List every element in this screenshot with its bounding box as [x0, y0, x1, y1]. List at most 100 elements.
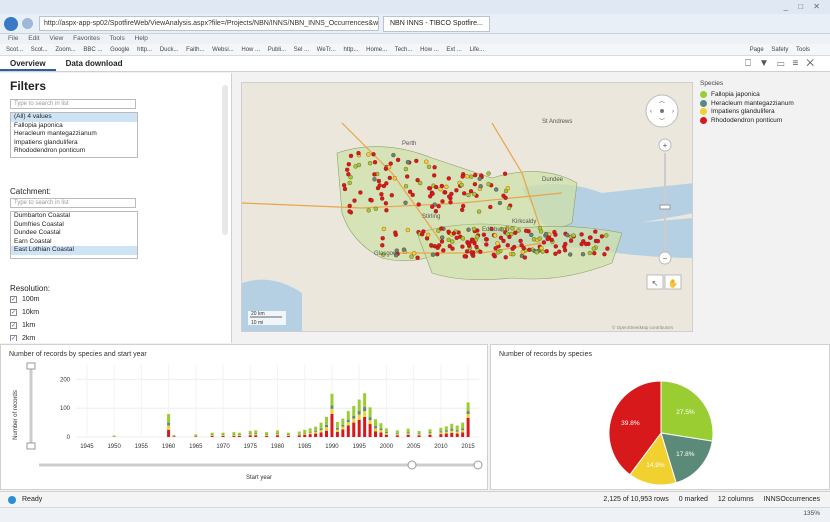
occurrence-point[interactable] — [591, 246, 596, 251]
occurrence-point[interactable] — [441, 248, 446, 253]
occurrence-point[interactable] — [593, 229, 598, 234]
occurrence-point[interactable] — [405, 227, 410, 233]
bar-segment[interactable] — [254, 434, 258, 436]
pie-slices[interactable]: 27.5% 17.8% 14.9% 39.8% — [608, 380, 714, 486]
occurrence-point[interactable] — [541, 240, 547, 245]
occurrence-point[interactable] — [366, 152, 371, 157]
page-menu[interactable]: Page — [749, 47, 764, 53]
map-canvas[interactable]: Perth St Andrews Dundee Edinburgh Glasgo… — [242, 83, 693, 332]
occurrence-point[interactable] — [527, 247, 532, 252]
center-icon[interactable] — [660, 109, 664, 113]
favorite-link[interactable]: Sel ... — [293, 47, 310, 53]
bar-segment[interactable] — [466, 417, 470, 437]
bar-segment[interactable] — [248, 433, 252, 435]
bar-segment[interactable] — [237, 432, 241, 435]
bar-segment[interactable] — [346, 425, 350, 437]
bar-segment[interactable] — [314, 431, 318, 434]
occurrence-point[interactable] — [439, 226, 444, 231]
occurrence-point[interactable] — [471, 226, 477, 232]
bar-segment[interactable] — [384, 428, 388, 432]
bar-segment[interactable] — [379, 428, 383, 431]
list-item[interactable]: Dundee Coastal — [14, 229, 61, 236]
bookmark-icon[interactable]: ⎕ — [745, 58, 759, 69]
occurrence-point[interactable] — [466, 192, 471, 198]
occurrence-point[interactable] — [468, 189, 474, 194]
favorite-link[interactable]: BBC ... — [83, 47, 103, 53]
bar-segment[interactable] — [368, 407, 372, 418]
tools-menu[interactable]: Tools — [795, 47, 810, 53]
favorite-link[interactable]: Publi... — [267, 47, 287, 53]
occurrence-point[interactable] — [387, 175, 392, 181]
bar-segment[interactable] — [297, 434, 301, 436]
bar-segment[interactable] — [352, 418, 356, 423]
occurrence-point[interactable] — [505, 226, 510, 231]
bar-segment[interactable] — [314, 433, 318, 437]
filter-icon[interactable]: ▼ — [759, 58, 777, 69]
occurrence-point[interactable] — [520, 249, 525, 255]
bar-segment[interactable] — [439, 434, 443, 437]
bar-segment[interactable] — [439, 427, 443, 432]
bar-segment[interactable] — [303, 434, 307, 437]
bar-segment[interactable] — [428, 432, 432, 434]
occurrence-point[interactable] — [553, 244, 558, 249]
species-search-input[interactable]: Type to search in list — [10, 99, 136, 109]
bar-segment[interactable] — [444, 426, 448, 431]
map-navigation-control[interactable]: ︿ ﹀ ‹ › — [645, 94, 679, 128]
bar-segment[interactable] — [363, 407, 367, 412]
occurrence-point[interactable] — [494, 187, 499, 192]
bar-segment[interactable] — [286, 435, 290, 437]
close-icon[interactable]: ✕ — [806, 58, 822, 69]
occurrence-points[interactable] — [341, 150, 610, 260]
bar-segment[interactable] — [286, 434, 290, 435]
occurrence-point[interactable] — [568, 238, 574, 243]
bar-segment[interactable] — [254, 433, 258, 435]
bar-segment[interactable] — [363, 416, 367, 437]
bar-segment[interactable] — [395, 435, 399, 437]
bar-segment[interactable] — [444, 430, 448, 432]
occurrence-point[interactable] — [503, 195, 508, 200]
bar-segment[interactable] — [319, 430, 323, 433]
occurrence-point[interactable] — [549, 237, 554, 243]
occurrence-point[interactable] — [356, 150, 361, 156]
bar-segment[interactable] — [466, 413, 470, 418]
legend-item[interactable]: Heracleum mantegazzianum — [700, 99, 828, 107]
occurrence-point[interactable] — [433, 209, 439, 214]
bar-segment[interactable] — [455, 431, 459, 434]
occurrence-point[interactable] — [389, 193, 394, 198]
bar-segment[interactable] — [374, 431, 378, 437]
occurrence-point[interactable] — [454, 235, 459, 241]
occurrence-point[interactable] — [563, 241, 568, 247]
favorite-link[interactable]: Life... — [469, 47, 485, 53]
occurrence-point[interactable] — [432, 173, 437, 178]
bar-segment[interactable] — [167, 413, 171, 423]
occurrence-point[interactable] — [372, 160, 378, 165]
occurrence-point[interactable] — [545, 236, 550, 242]
favorite-link[interactable]: Scot... — [6, 47, 24, 53]
occurrence-point[interactable] — [383, 201, 389, 206]
occurrence-point[interactable] — [474, 244, 479, 250]
occurrence-point[interactable] — [356, 162, 362, 168]
occurrence-point[interactable] — [460, 244, 465, 249]
occurrence-point[interactable] — [501, 238, 506, 244]
bar-segment[interactable] — [210, 432, 214, 435]
pie-chart[interactable]: 27.5% 17.8% 14.9% 39.8% — [491, 345, 830, 491]
occurrence-point[interactable] — [447, 243, 452, 249]
menu-file[interactable]: File — [8, 35, 19, 42]
bar-segment[interactable] — [461, 422, 465, 429]
occurrence-point[interactable] — [499, 227, 504, 232]
y-slider-bottom-handle[interactable] — [26, 442, 36, 450]
bar-segment[interactable] — [308, 432, 312, 435]
occurrence-point[interactable] — [534, 250, 539, 255]
occurrence-point[interactable] — [537, 226, 543, 231]
pan-right-icon[interactable]: › — [672, 109, 674, 115]
bar-segment[interactable] — [330, 413, 334, 437]
occurrence-point[interactable] — [502, 171, 508, 176]
menu-favorites[interactable]: Favorites — [73, 35, 100, 42]
favorite-link[interactable]: Faith... — [186, 47, 205, 53]
favorite-link[interactable]: Tech... — [394, 47, 413, 53]
favorite-link[interactable]: Google — [110, 47, 130, 53]
bar-segment[interactable] — [265, 435, 269, 437]
bar-segment[interactable] — [221, 434, 225, 436]
bar-segment[interactable] — [221, 435, 225, 437]
bar-segment[interactable] — [112, 435, 116, 437]
